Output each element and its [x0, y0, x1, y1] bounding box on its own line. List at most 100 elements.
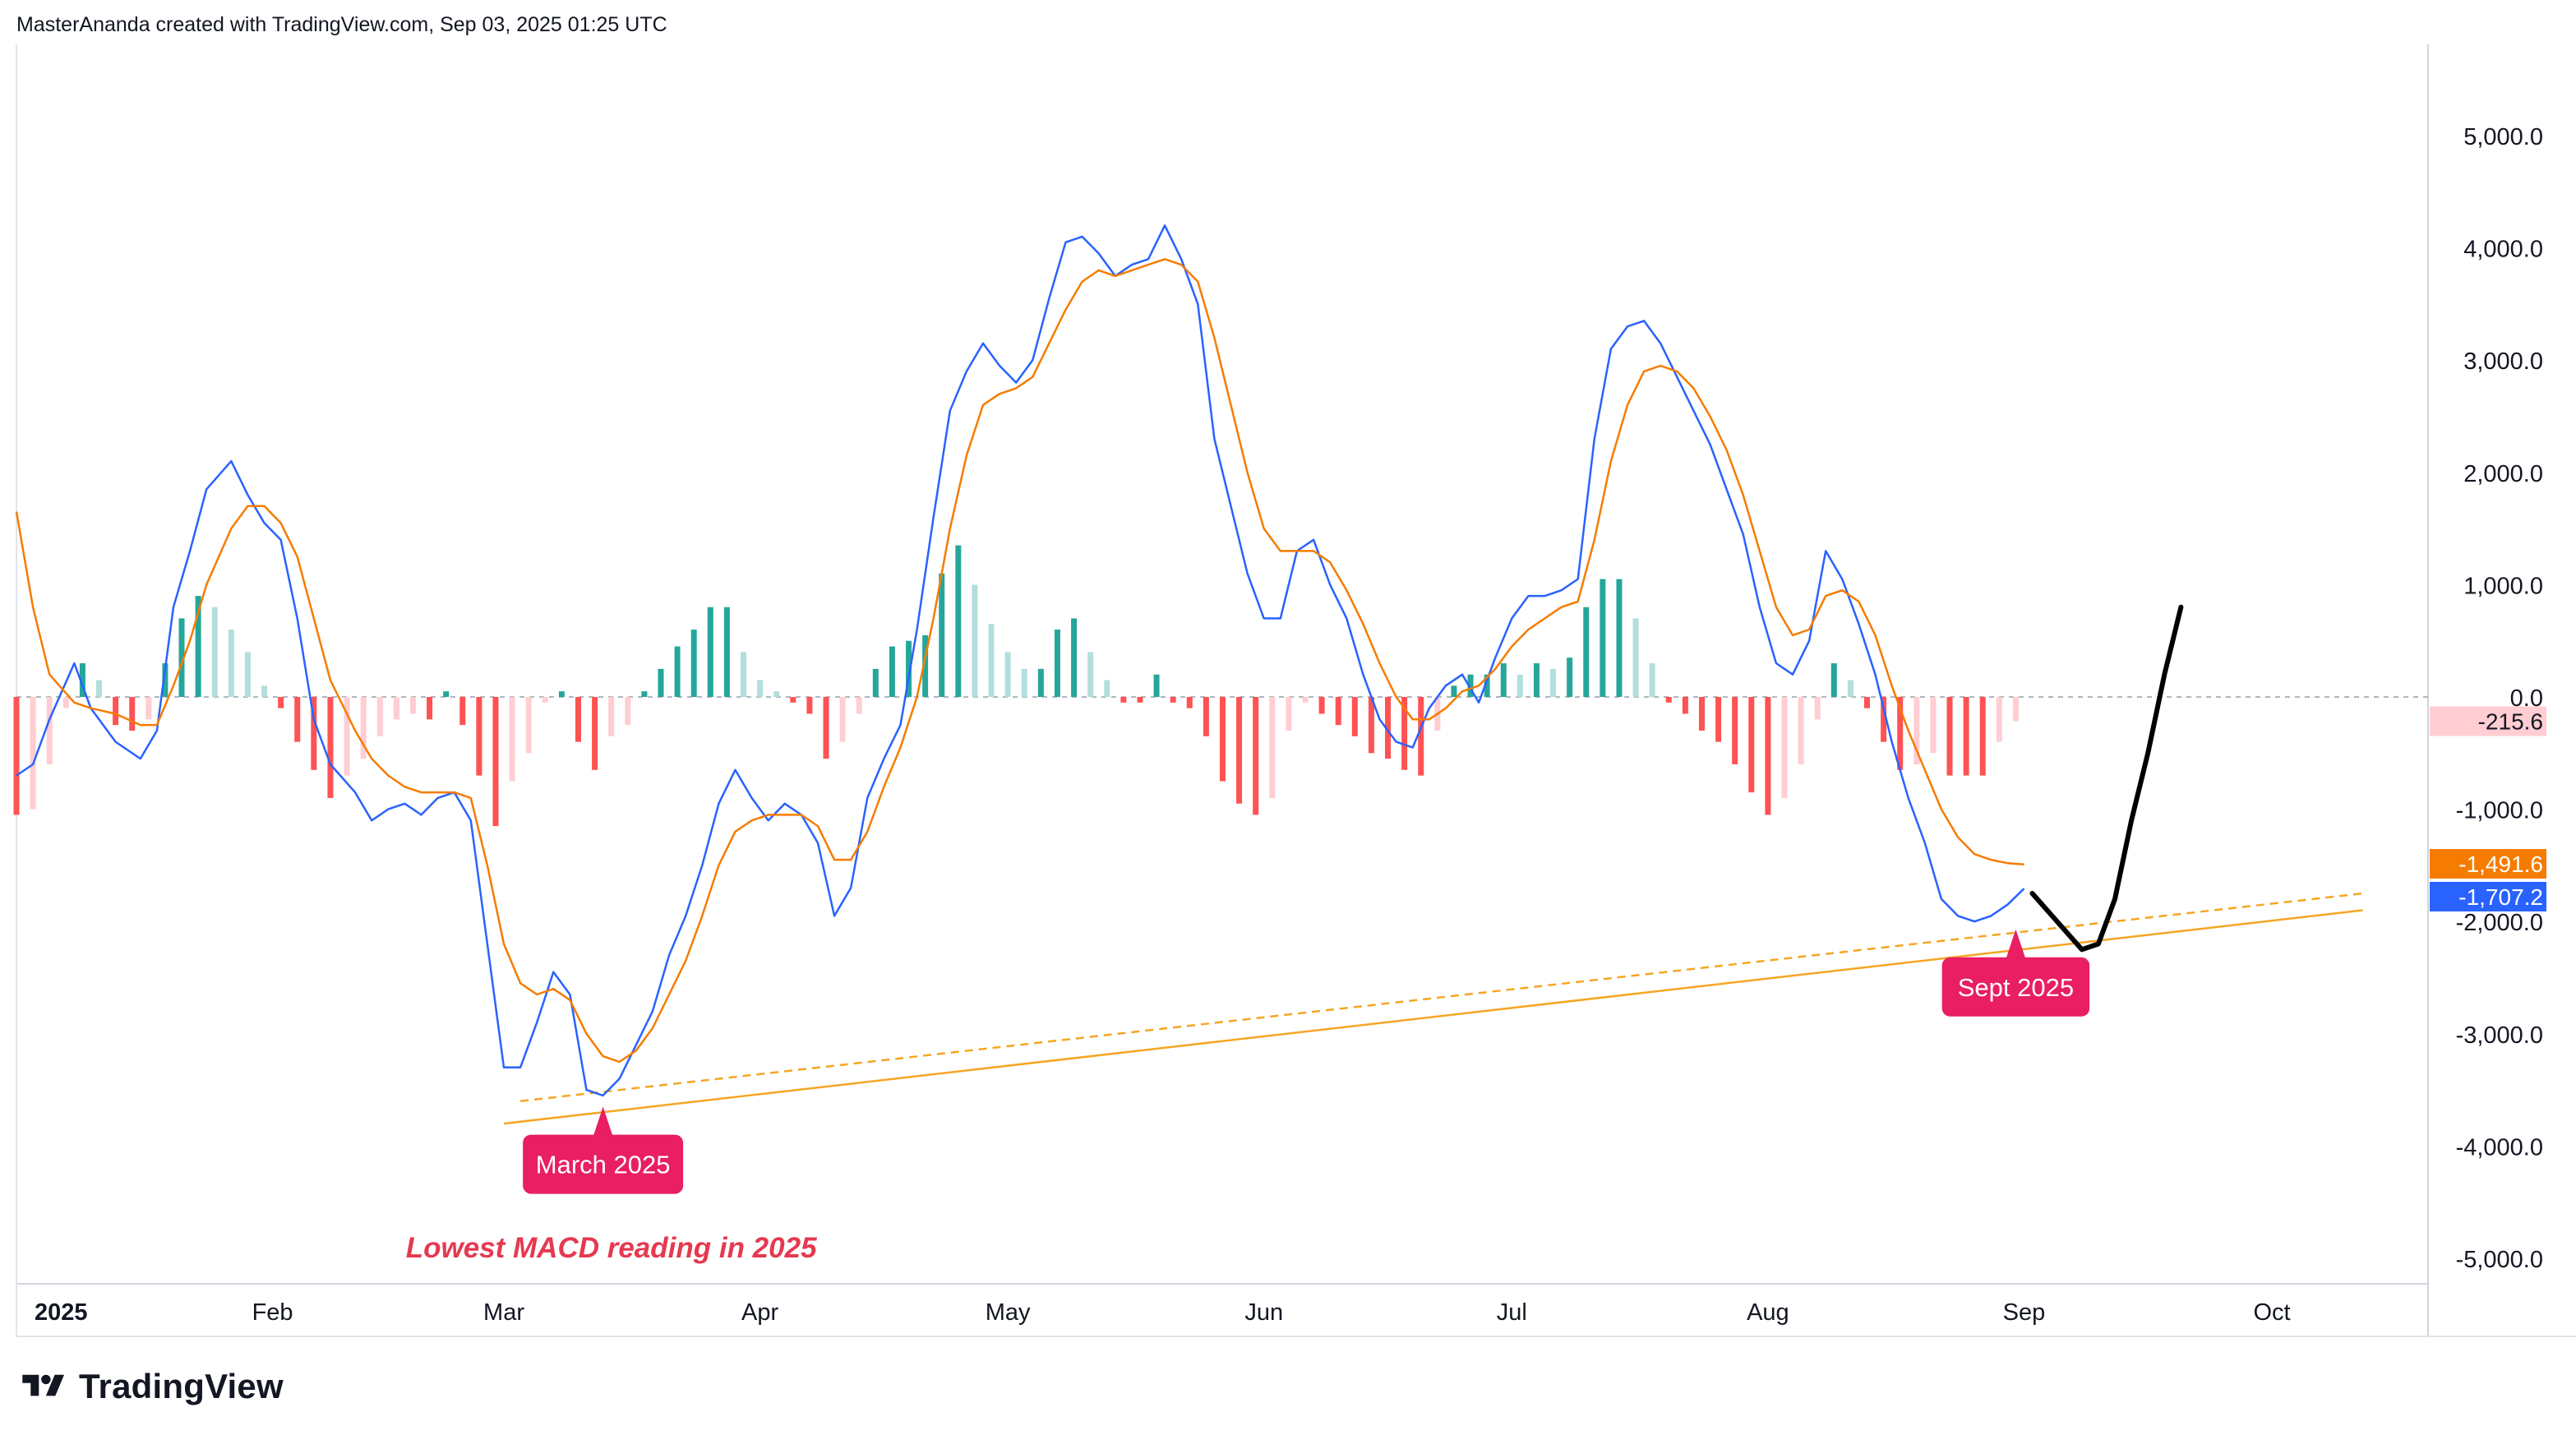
histogram-bar: [409, 697, 416, 714]
histogram-bar: [1137, 697, 1143, 703]
histogram-bar: [1203, 697, 1209, 736]
histogram-bar: [96, 680, 103, 697]
y-tick-label: -2,000.0: [2456, 910, 2543, 936]
histogram-bar: [509, 697, 515, 782]
histogram-bar: [360, 697, 367, 759]
last-value-label: -1,707.2: [2458, 884, 2543, 910]
histogram-bar: [344, 697, 350, 776]
histogram-bar: [46, 697, 53, 764]
histogram-bar: [1996, 697, 2002, 742]
histogram-bar: [178, 618, 185, 697]
y-tick-label: -3,000.0: [2456, 1022, 2543, 1049]
histogram-bar: [443, 691, 450, 697]
histogram-bar: [707, 607, 713, 697]
histogram-bar: [790, 697, 796, 703]
y-tick-label: 5,000.0: [2463, 124, 2543, 150]
histogram-bar: [1500, 663, 1507, 697]
histogram-bar: [1946, 697, 1953, 776]
histogram-bar: [690, 630, 697, 697]
histogram-bar: [195, 596, 201, 697]
histogram-bar: [1649, 663, 1655, 697]
x-tick-label: Mar: [483, 1299, 524, 1326]
tradingview-logo-icon: [22, 1374, 64, 1396]
histogram-bar: [1715, 697, 1722, 742]
histogram-bar: [1318, 697, 1325, 714]
y-tick-label: 1,000.0: [2463, 573, 2543, 599]
chart-header: MasterAnanda created with TradingView.co…: [16, 13, 667, 36]
histogram-bar: [658, 668, 664, 697]
histogram-bar: [1153, 674, 1160, 697]
histogram-bar: [1567, 658, 1573, 697]
histogram-bar: [1120, 697, 1127, 703]
histogram-bars: [13, 545, 2019, 827]
histogram-bar: [988, 624, 995, 697]
histogram-bar: [2012, 697, 2019, 722]
projection-curve: [2029, 604, 2184, 953]
histogram-bar: [1401, 697, 1408, 770]
histogram-bar: [575, 697, 581, 742]
histogram-bar: [1600, 579, 1606, 697]
last-value-badge: [2430, 849, 2546, 879]
signal-line: [15, 258, 2024, 1064]
histogram-bar: [244, 652, 251, 697]
histogram-bar: [1087, 652, 1094, 697]
tradingview-logo-text: TradingView: [79, 1367, 284, 1405]
callout-label: Sept 2025: [1958, 973, 2074, 1002]
histogram-bar: [856, 697, 862, 714]
indicator-lines: [15, 224, 2025, 1097]
trendlines: [503, 892, 2363, 1125]
histogram-bar: [228, 630, 234, 697]
projection: [2029, 604, 2184, 953]
histogram-bar: [1665, 697, 1672, 703]
histogram-bar: [592, 697, 598, 770]
histogram-bar: [1963, 697, 1969, 776]
tradingview-logo[interactable]: TradingView: [18, 1366, 284, 1407]
trendline-dashed: [519, 892, 2363, 1103]
histogram-bar: [261, 685, 268, 697]
histogram-bar: [1418, 697, 1424, 776]
histogram-bar: [1368, 697, 1374, 754]
histogram-bar: [1335, 697, 1341, 726]
note-lowest-macd: Lowest MACD reading in 2025: [406, 1232, 817, 1264]
last-value-label: -1,491.6: [2458, 851, 2543, 877]
histogram-bar: [1748, 697, 1755, 793]
histogram-bar: [757, 680, 764, 697]
histogram-bar: [1467, 674, 1474, 697]
histogram-bar: [211, 607, 218, 697]
histogram-bar: [1186, 697, 1193, 708]
histogram-bar: [1170, 697, 1176, 703]
histogram-bar: [1798, 697, 1804, 764]
histogram-bar: [113, 697, 119, 726]
histogram-bar: [294, 697, 301, 742]
histogram-bar: [1533, 663, 1540, 697]
histogram-bar: [1302, 697, 1309, 703]
histogram-bar: [1054, 630, 1060, 697]
histogram-bar: [806, 697, 813, 714]
histogram-bar: [1451, 685, 1457, 697]
macd-line: [16, 224, 2025, 1097]
callout-label: March 2025: [536, 1151, 671, 1179]
histogram-bar: [872, 668, 879, 697]
histogram-bar: [1484, 674, 1490, 697]
y-tick-label: -1,000.0: [2456, 798, 2543, 824]
histogram-bar: [1781, 697, 1788, 798]
histogram-bar: [145, 697, 152, 720]
histogram-bar: [1616, 579, 1623, 697]
histogram-bar: [542, 697, 548, 703]
histogram-bar: [79, 663, 85, 697]
histogram-bar: [906, 640, 912, 697]
histogram-bar: [1914, 697, 1920, 764]
histogram-bar: [1632, 618, 1639, 697]
histogram-bar: [1979, 697, 1986, 776]
histogram-bar: [625, 697, 631, 726]
histogram-bar: [1682, 697, 1688, 714]
histogram-bar: [972, 584, 978, 697]
histogram-bar: [922, 634, 929, 697]
histogram-bar: [1037, 668, 1044, 697]
histogram-bar: [1021, 668, 1027, 697]
y-tick-label: -4,000.0: [2456, 1134, 2543, 1160]
histogram-bar: [13, 697, 20, 815]
histogram-bar: [327, 697, 334, 798]
y-tick-label: 2,000.0: [2463, 461, 2543, 487]
